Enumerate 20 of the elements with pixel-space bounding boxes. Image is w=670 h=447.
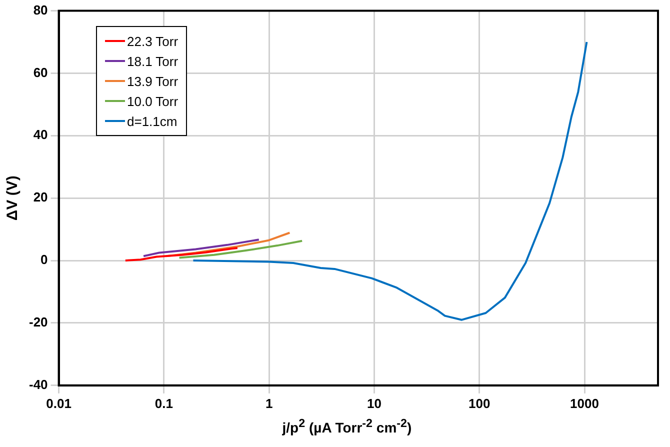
y-tick-label: 60: [33, 64, 48, 80]
legend-label: d=1.1cm: [127, 114, 178, 128]
y-tick-label: 80: [33, 2, 48, 18]
legend-label: 18.1 Torr: [127, 54, 178, 68]
y-tick-label: 20: [33, 190, 48, 205]
y-axis-title: ΔV (V): [4, 176, 22, 221]
legend-label: 13.9 Torr: [127, 74, 178, 88]
x-tick-label: 0.01: [46, 396, 72, 411]
y-tick-label: 0: [40, 252, 48, 268]
x-tick-label: 10: [366, 396, 382, 411]
y-tick-label: -40: [28, 376, 48, 392]
x-tick-label: 1000: [570, 396, 599, 411]
legend-label: 10.0 Torr: [127, 94, 178, 108]
x-axis-title: j/p$^{2}$ (µA Torr$^{-2}$ cm$^{-2}$): [281, 416, 413, 437]
y-tick-label: 40: [33, 127, 48, 142]
y-tick-label: -20: [28, 314, 48, 330]
x-tick-label: 0.1: [154, 396, 173, 411]
x-tick-label: 100: [468, 396, 490, 411]
x-tick-label: 1: [265, 396, 273, 411]
legend-label: 22.3 Torr: [127, 34, 178, 48]
